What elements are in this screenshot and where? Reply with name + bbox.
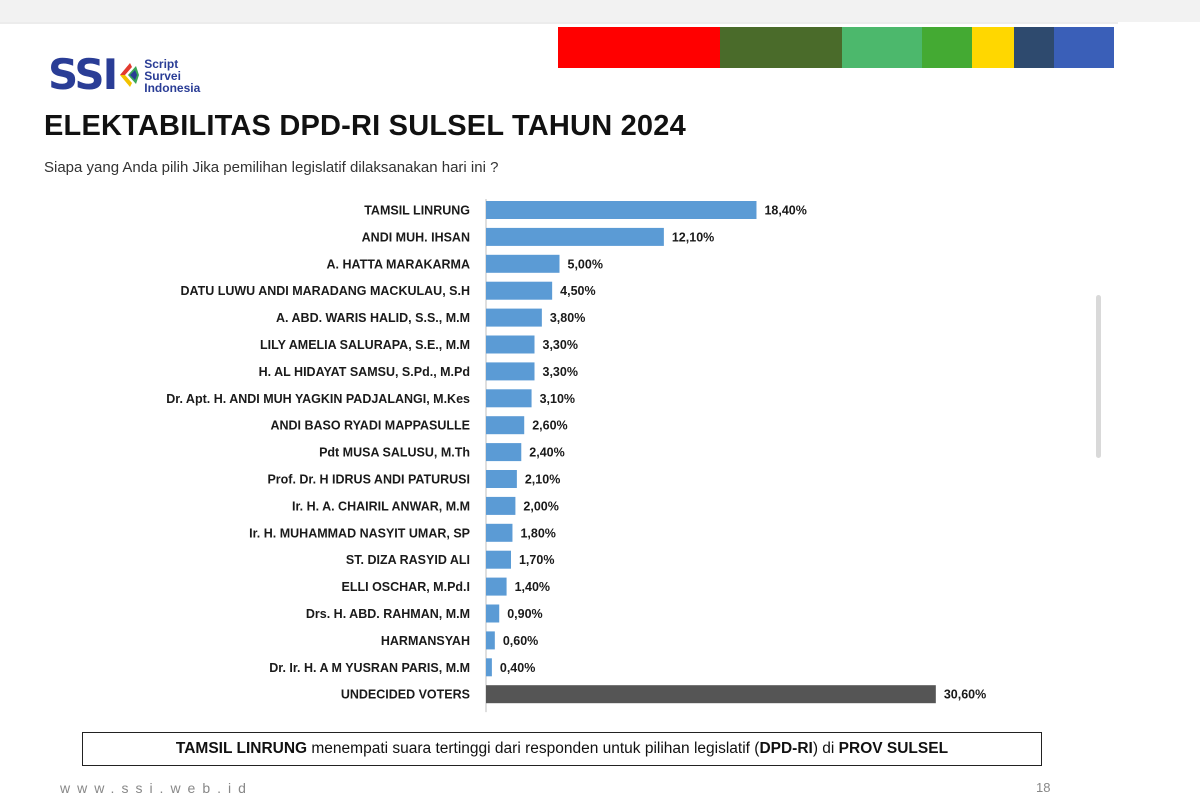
color-strip-segment — [972, 27, 1014, 68]
value-label: 1,40% — [515, 580, 550, 594]
category-label: ST. DIZA RASYID ALI — [346, 553, 470, 567]
slide-edge — [0, 22, 1118, 24]
value-label: 18,40% — [764, 204, 806, 218]
callout-dpd: DPD-RI — [759, 740, 813, 757]
bar — [486, 443, 522, 462]
category-label: ANDI MUH. IHSAN — [362, 230, 470, 244]
logo-word-3: Indonesia — [144, 81, 201, 95]
logo-arrow-icon — [120, 63, 140, 87]
bar — [486, 577, 507, 596]
value-label: 2,60% — [532, 419, 567, 433]
color-strip-segment — [1014, 27, 1054, 68]
logo-wordmark: Script Survei Indonesia — [144, 58, 200, 94]
ssi-logo: SSI Script Survei Indonesia — [48, 50, 200, 100]
color-strip-segment — [922, 27, 972, 68]
bar — [486, 254, 560, 273]
bar — [486, 550, 511, 569]
value-label: 5,00% — [568, 257, 603, 271]
category-label: LILY AMELIA SALURAPA, S.E., M.M — [260, 338, 470, 352]
color-strip-segment — [558, 27, 720, 68]
top-band — [0, 0, 1200, 22]
value-label: 3,30% — [543, 365, 578, 379]
logo-word-2: Survei — [144, 69, 181, 83]
value-label: 2,40% — [529, 446, 564, 460]
category-label: Drs. H. ABD. RAHMAN, M.M — [306, 607, 470, 621]
value-label: 2,00% — [523, 499, 558, 513]
category-label: Ir. H. A. CHAIRIL ANWAR, M.M — [292, 499, 470, 513]
color-strip — [558, 27, 1114, 68]
page-subtitle: Siapa yang Anda pilih Jika pemilihan leg… — [44, 159, 499, 176]
bar — [486, 416, 525, 435]
category-label: Ir. H. MUHAMMAD NASYIT UMAR, SP — [249, 526, 470, 540]
bar — [486, 281, 553, 300]
category-label: TAMSIL LINRUNG — [364, 204, 470, 218]
value-label: 12,10% — [672, 230, 714, 244]
bar — [486, 389, 532, 408]
logo-word-1: Script — [144, 57, 179, 71]
bar — [486, 470, 517, 488]
conclusion-box: TAMSIL LINRUNG menempati suara tertinggi… — [82, 732, 1042, 766]
value-label: 3,80% — [550, 311, 585, 325]
bar — [486, 335, 535, 354]
value-label: 3,10% — [540, 392, 575, 406]
value-label: 3,30% — [543, 338, 578, 352]
value-label: 0,90% — [507, 607, 542, 621]
category-label: ELLI OSCHAR, M.Pd.I — [342, 580, 470, 594]
bar — [486, 362, 535, 381]
value-label: 4,50% — [560, 284, 595, 298]
category-label: Prof. Dr. H IDRUS ANDI PATURUSI — [267, 473, 470, 487]
bar — [486, 227, 664, 246]
callout-name: TAMSIL LINRUNG — [175, 740, 308, 757]
scrollbar[interactable] — [1096, 295, 1101, 458]
page-title: ELEKTABILITAS DPD-RI SULSEL TAHUN 2024 — [44, 110, 686, 142]
bar — [486, 658, 492, 677]
category-label: DATU LUWU ANDI MARADANG MACKULAU, S.H — [180, 284, 470, 298]
bar — [486, 604, 500, 623]
category-label: ANDI BASO RYADI MAPPASULLE — [270, 419, 470, 433]
bar — [486, 631, 495, 650]
category-label: Dr. Ir. H. A M YUSRAN PARIS, M.M — [269, 661, 470, 675]
bar — [486, 523, 513, 542]
page-number: 18 — [1036, 780, 1051, 795]
bar-undecided — [486, 685, 936, 704]
category-label: A. HATTA MARAKARMA — [327, 257, 471, 271]
color-strip-segment — [842, 27, 922, 68]
logo-letters: SSI — [48, 50, 118, 99]
value-label: 0,40% — [500, 661, 535, 675]
value-label: 1,70% — [519, 553, 554, 567]
color-strip-segment — [1054, 27, 1114, 68]
category-label: A. ABD. WARIS HALID, S.S., M.M — [276, 311, 470, 325]
value-label: 0,60% — [503, 634, 538, 648]
color-strip-segment — [720, 27, 842, 68]
bar — [486, 201, 757, 219]
bar — [486, 496, 516, 515]
value-label: 1,80% — [520, 526, 555, 540]
category-label: Pdt MUSA SALUSU, M.Th — [319, 446, 470, 460]
callout-province: PROV SULSEL — [838, 740, 949, 757]
callout-text-2: ) di — [812, 740, 839, 757]
bar — [486, 308, 542, 327]
category-label: UNDECIDED VOTERS — [341, 688, 470, 702]
website-url: www.ssi.web.id — [60, 780, 253, 796]
value-label: 2,10% — [525, 473, 560, 487]
category-label: H. AL HIDAYAT SAMSU, S.Pd., M.Pd — [259, 365, 470, 379]
value-label: 30,60% — [944, 688, 986, 702]
callout-text-1: menempati suara tertinggi dari responden… — [307, 740, 760, 757]
category-label: HARMANSYAH — [381, 634, 470, 648]
category-label: Dr. Apt. H. ANDI MUH YAGKIN PADJALANGI, … — [166, 392, 470, 406]
